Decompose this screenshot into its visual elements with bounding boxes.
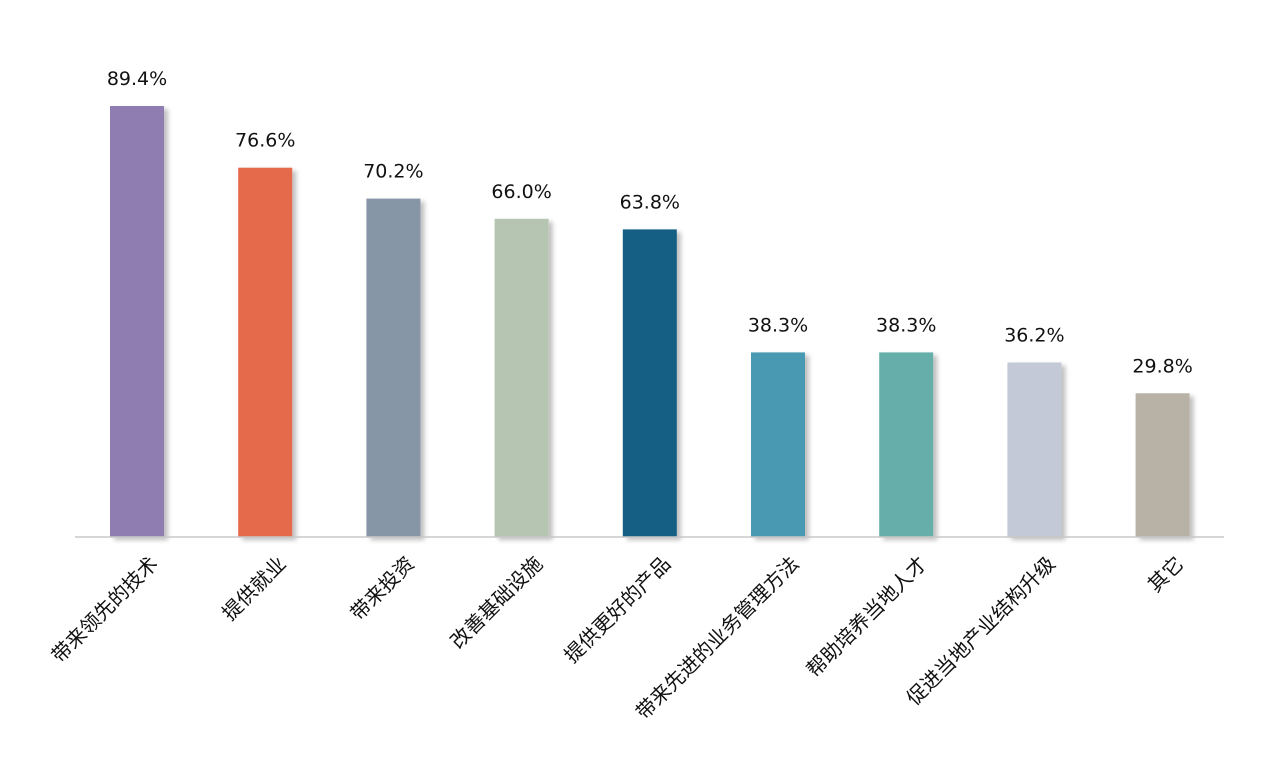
- x-tick-label: 提供就业: [217, 552, 291, 626]
- bar: [366, 198, 421, 537]
- bar: [1007, 362, 1062, 537]
- data-label: 70.2%: [363, 161, 423, 183]
- data-label: 66.0%: [491, 181, 551, 203]
- bar: [879, 352, 934, 537]
- bar: [1135, 393, 1190, 537]
- x-tick-label: 帮助培养当地人才: [802, 552, 932, 682]
- x-tick-label: 带来领先的技术: [47, 552, 163, 668]
- data-label: 38.3%: [748, 314, 808, 336]
- value-labels-layer: 89.4% 76.6% 70.2% 66.0% 63.8% 38.3% 38.3% 36.2%…: [107, 68, 1193, 377]
- category-labels-layer: 带来领先的技术 提供就业 带来投资 改善基础设施 提供更好的产品带来先进的业务管理方法帮…: [47, 552, 1189, 725]
- bar: [494, 218, 549, 538]
- data-label: 29.8%: [1132, 355, 1192, 377]
- data-label: 89.4%: [107, 68, 167, 90]
- data-label: 76.6%: [235, 130, 295, 152]
- bar: [622, 229, 677, 537]
- x-tick-label: 促进当地产业结构升级: [902, 552, 1060, 710]
- data-label: 38.3%: [876, 314, 936, 336]
- x-tick-label: 其它: [1143, 552, 1188, 597]
- x-tick-label: 提供更好的产品: [559, 552, 675, 668]
- bar: [110, 106, 164, 537]
- bar: [238, 167, 293, 537]
- data-label: 63.8%: [620, 191, 680, 213]
- data-label: 36.2%: [1004, 325, 1064, 347]
- bars-layer: [110, 106, 1190, 538]
- bar: [751, 352, 805, 537]
- x-tick-label: 改善基础设施: [445, 552, 547, 654]
- x-tick-label: 带来投资: [345, 552, 419, 626]
